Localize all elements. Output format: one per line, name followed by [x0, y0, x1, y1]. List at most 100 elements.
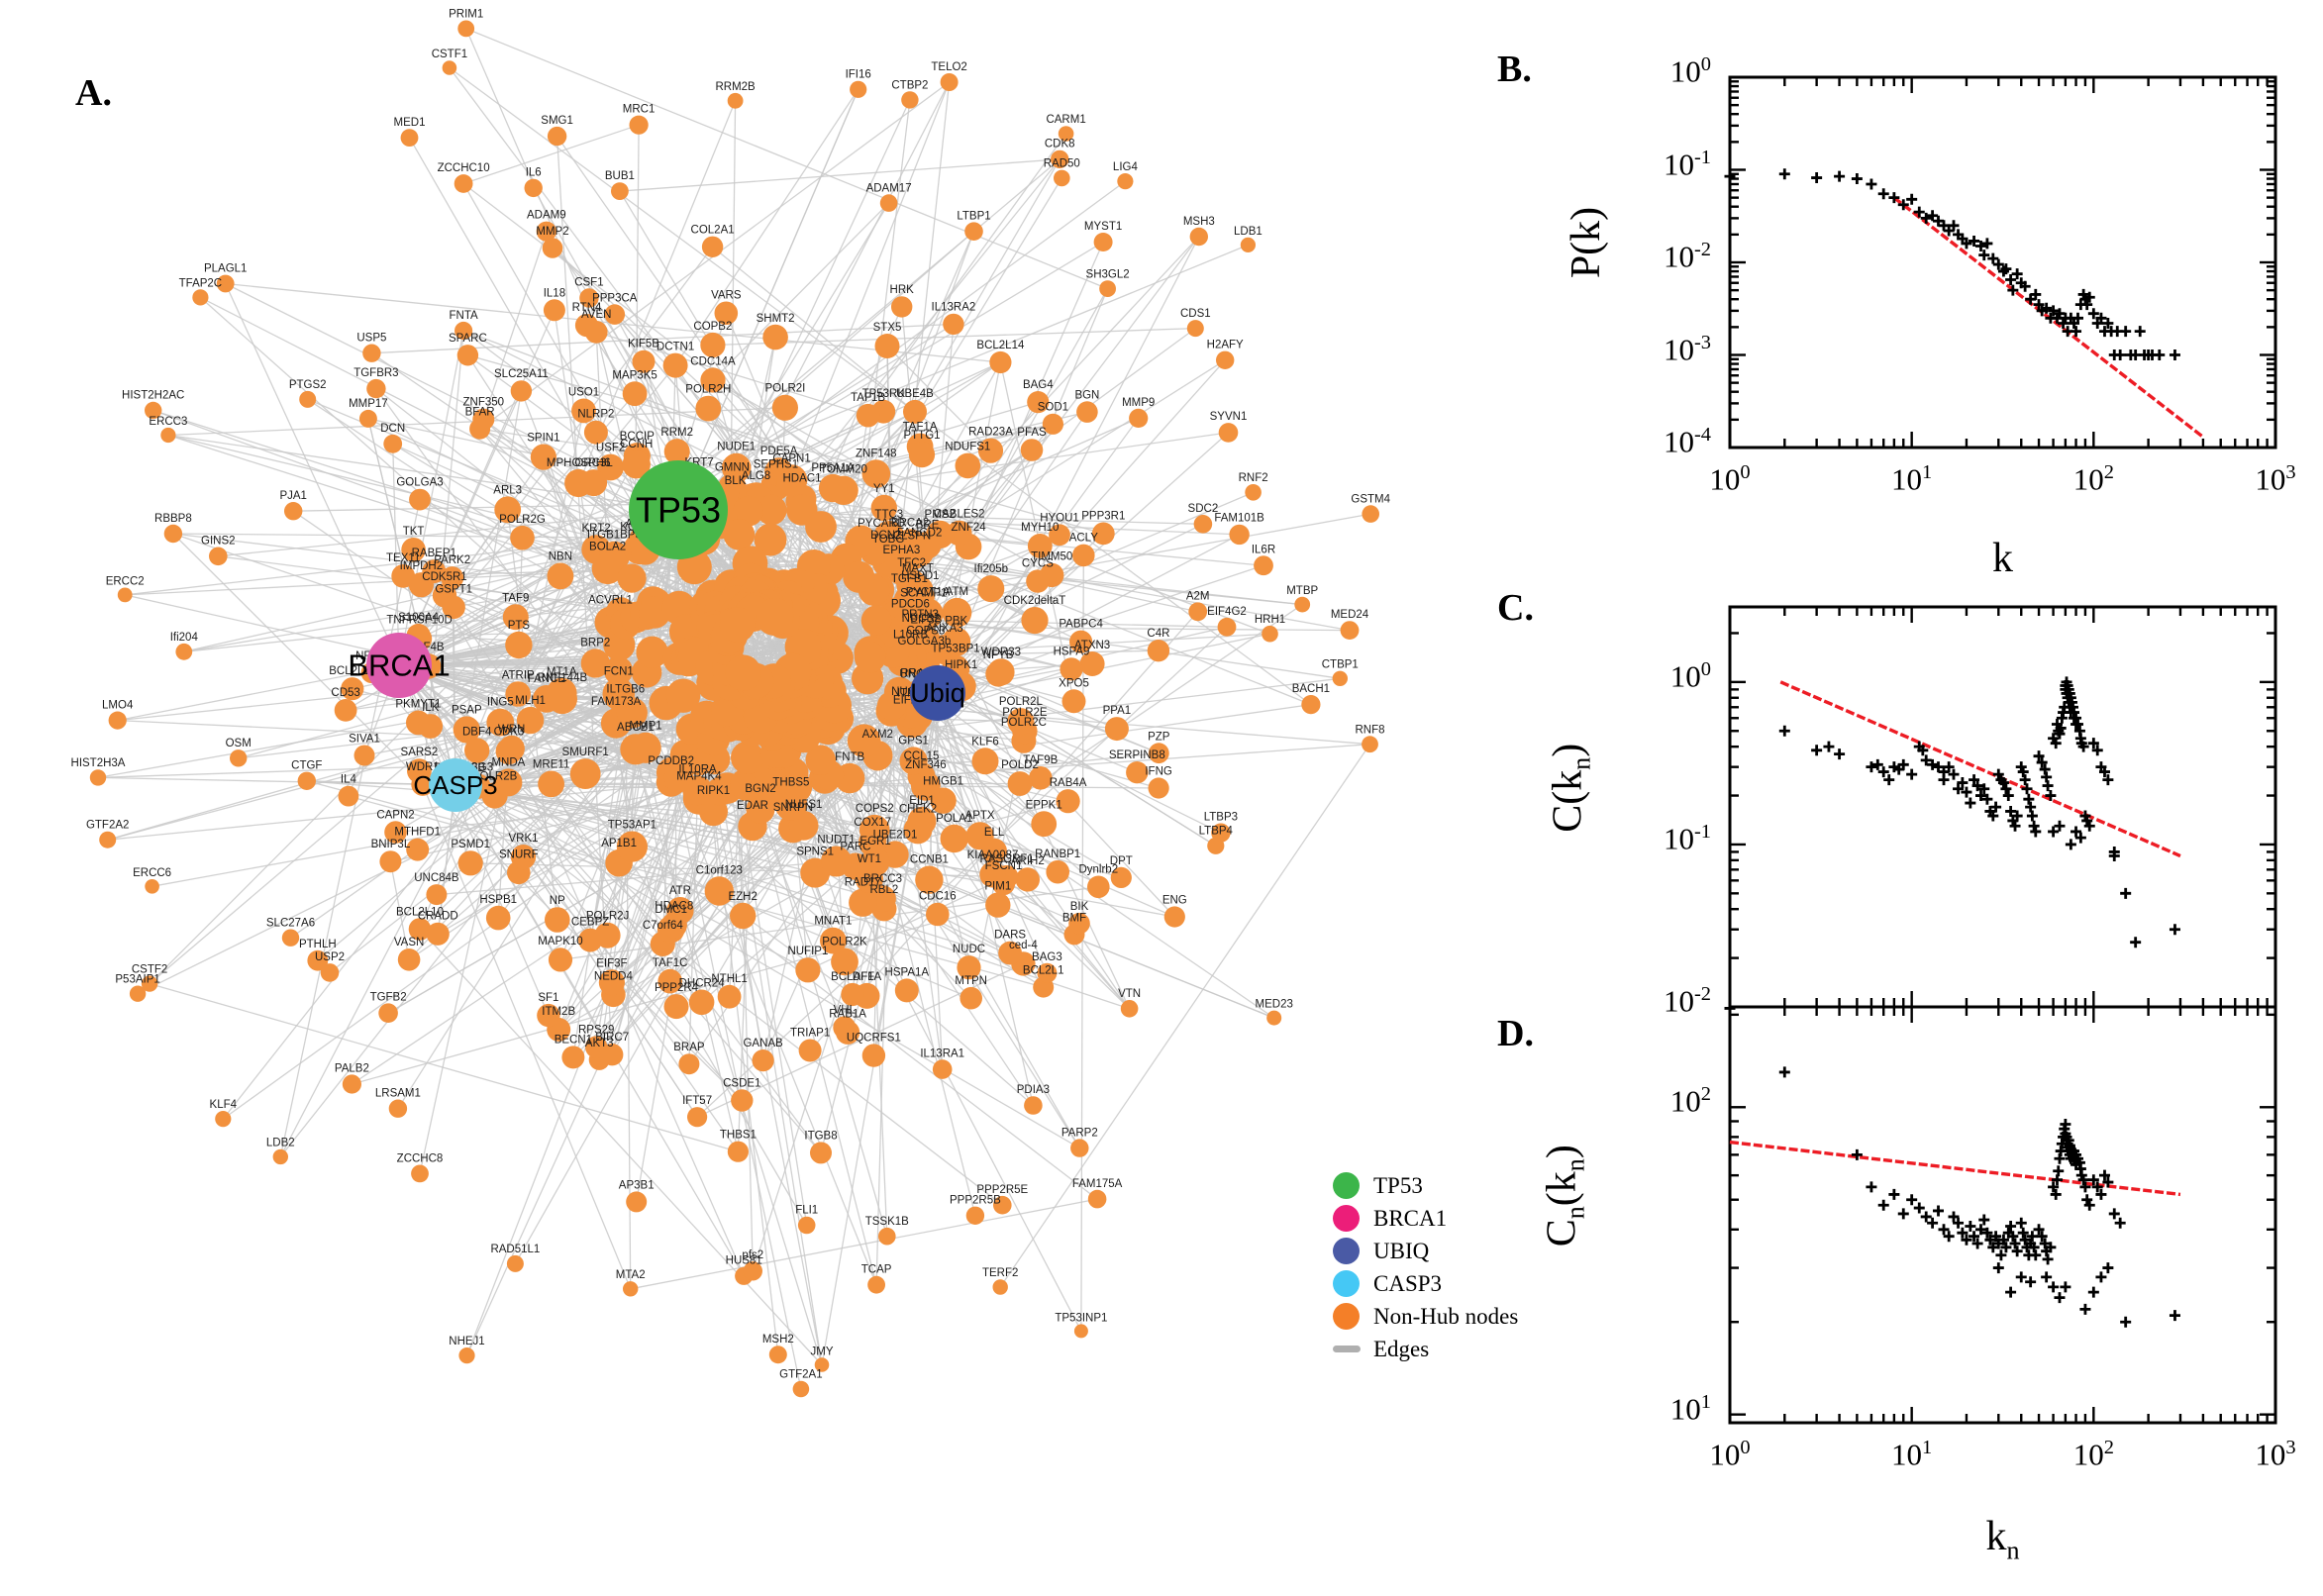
data-point [1888, 1188, 1900, 1200]
network-node [594, 922, 621, 948]
data-point [1917, 745, 1929, 756]
network-node [1024, 1096, 1043, 1115]
data-point [2005, 273, 2017, 285]
network-node [858, 814, 890, 846]
network-edge [398, 330, 464, 666]
y-tick-label: 10-2 [1663, 239, 1711, 274]
network-node-label: PTHLH [299, 939, 337, 950]
data-point [1990, 1231, 2002, 1243]
network-node [1126, 761, 1149, 784]
network-node-label: COL2A1 [691, 225, 735, 237]
network-node-label: PKMYT1 [395, 699, 441, 711]
data-point [1987, 810, 1999, 822]
data-point [1851, 173, 1863, 185]
network-node [1061, 689, 1086, 714]
network-node-label: ZNF350 [463, 397, 505, 409]
data-point [2169, 924, 2180, 936]
data-point [2011, 1246, 2023, 1257]
network-node-label: CCL15 [904, 750, 940, 762]
network-node [616, 831, 649, 862]
network-node-label: KIAA0087 [967, 849, 1019, 861]
data-point [2102, 774, 2114, 786]
network-node-label: FANCD2 [897, 527, 942, 539]
panel-a-letter: A. [75, 72, 112, 114]
node-swatch-icon [1333, 1238, 1360, 1264]
data-point [1913, 1202, 1925, 1214]
network-node-label: RBL2 [870, 884, 899, 896]
network-edge [467, 354, 1104, 535]
network-node-label: H2AFY [1207, 340, 1244, 351]
network-edge [398, 390, 522, 666]
data-point [1834, 170, 1846, 182]
network-node-label: MNDA [491, 756, 525, 768]
network-node [688, 989, 715, 1016]
data-point [1971, 780, 1983, 792]
network-edge [630, 1198, 1098, 1290]
data-point [2070, 826, 2082, 838]
network-node-label: IL6 [526, 167, 542, 179]
data-point [2005, 1286, 2017, 1298]
network-edge [999, 361, 1075, 702]
network-node-label: SDC2 [1188, 503, 1219, 515]
network-node [384, 821, 407, 844]
network-node-label: CYCS [1022, 557, 1054, 569]
network-node-label: PRIM1 [449, 9, 483, 21]
network-node-label: pfs2 [742, 1249, 763, 1261]
data-point [2048, 305, 2060, 317]
network-node [1073, 1324, 1088, 1339]
network-node-label: PDIA3 [1017, 1084, 1050, 1096]
data-point [2072, 312, 2083, 324]
data-point [1933, 1205, 1945, 1217]
data-point [1866, 761, 1877, 773]
network-node-label: SYVN1 [1210, 411, 1248, 423]
network-edge [167, 434, 679, 511]
network-node [795, 957, 821, 983]
network-node [1015, 867, 1041, 892]
network-node-label: NEDD4 [594, 971, 634, 983]
network-node-label: ERCC6 [133, 867, 171, 879]
legend-item-non-hub-nodes: Non-Hub nodes [1333, 1300, 1518, 1333]
network-edge [577, 364, 676, 484]
data-point [2041, 302, 2053, 314]
data-point [2102, 317, 2114, 329]
network-edge [859, 231, 975, 542]
network-node [856, 403, 880, 428]
data-point [2026, 1231, 2038, 1243]
network-node-label: CSTF2 [132, 963, 167, 975]
network-node-label: MT1A [547, 666, 577, 678]
data-point [2033, 750, 2045, 762]
data-point [1961, 786, 1972, 798]
network-node-label: ITGB8 [804, 1130, 837, 1142]
network-node-label: RIPK1 [697, 785, 730, 797]
network-node [342, 1074, 361, 1094]
network-node-label: RRM2 [660, 427, 693, 439]
network-node [418, 714, 444, 739]
network-node [771, 394, 799, 421]
network-node [299, 390, 317, 408]
network-node [636, 636, 668, 668]
network-node [964, 222, 983, 241]
data-point [2169, 1310, 2180, 1322]
network-edge [836, 361, 1001, 658]
data-point [1975, 241, 1986, 252]
network-edge [117, 664, 400, 722]
network-node [1216, 350, 1235, 369]
data-point [2039, 1238, 2051, 1249]
network-node [358, 409, 377, 428]
network-node-label: NUFS1 [785, 799, 823, 811]
network-node [977, 438, 1004, 463]
data-point [2019, 280, 2031, 292]
network-node-label: BLK [725, 475, 747, 487]
network-node-label: MAXT [902, 563, 934, 575]
network-node-label: MED24 [1331, 609, 1369, 621]
network-node-label: PIM1 [984, 880, 1011, 892]
network-node [797, 1216, 816, 1235]
plot-ticks [1728, 607, 2277, 1009]
plot-frame [1728, 1005, 2277, 1425]
network-edge [306, 780, 720, 892]
network-node [630, 732, 661, 763]
network-node [547, 562, 574, 590]
data-point [1948, 220, 1960, 232]
data-point [2050, 1188, 2062, 1200]
network-node-label: POLR2J [586, 911, 629, 923]
